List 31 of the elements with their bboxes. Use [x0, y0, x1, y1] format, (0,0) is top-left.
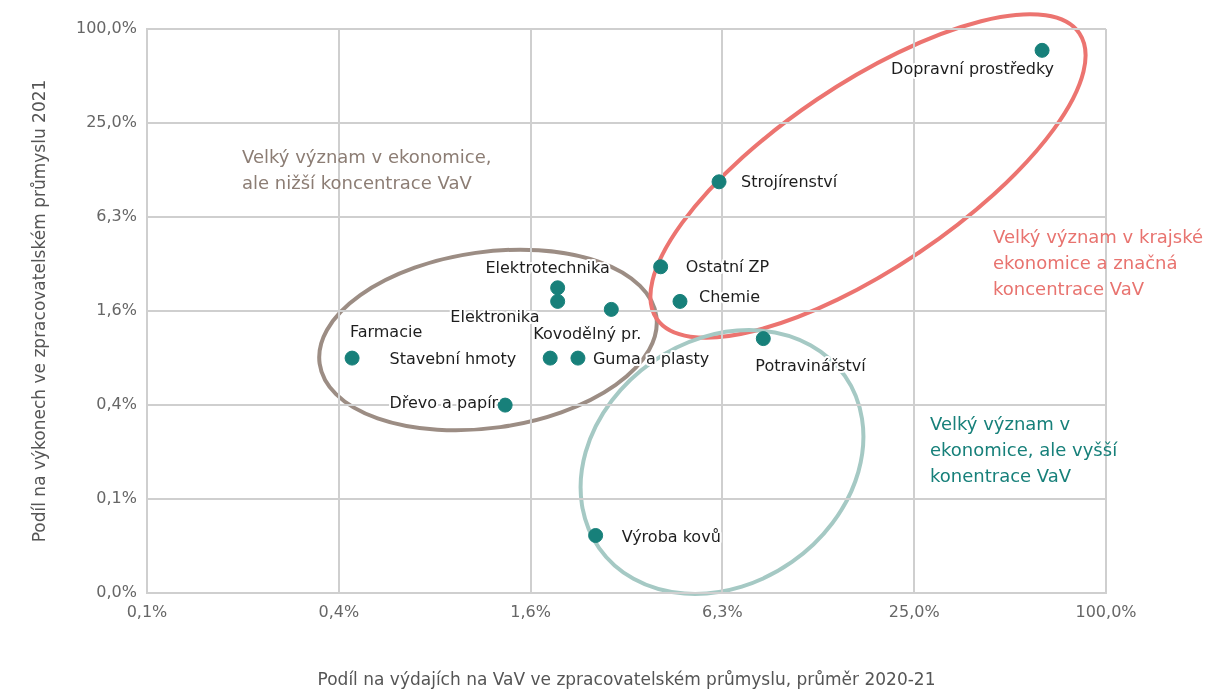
y-axis-title: Podíl na výkonech ve zpracovatelském průmyslu 2021 — [28, 79, 49, 543]
series-label: Farmacie — [349, 322, 423, 342]
x-tick-label: 100,0% — [1075, 601, 1137, 621]
series-label: Stavební hmoty — [389, 349, 517, 369]
series-label: Strojírenství — [741, 171, 838, 191]
series-label: Dřevo a papír — [389, 393, 499, 413]
series-label: Elektronika — [450, 306, 540, 326]
y-tick-label: 6,3% — [96, 206, 137, 226]
series-label: Chemie — [698, 286, 761, 306]
y-tick-label: 0,0% — [96, 582, 137, 602]
x-tick-label: 1,6% — [510, 601, 551, 621]
series-label: Výroba kovů — [621, 526, 721, 546]
y-tick-label: 100,0% — [75, 18, 137, 38]
x-tick-label: 0,1% — [126, 601, 168, 621]
series-label: Ostatní ZP — [685, 256, 770, 276]
series-label: Dopravní prostředky — [891, 59, 1055, 79]
y-tick-label: 0,4% — [96, 394, 137, 414]
series-label: Kovodělný pr. — [533, 323, 642, 343]
x-axis-title: Podíl na výdajích na VaV ve zpracovatelském průmyslu, průměr 2020-21 — [317, 669, 936, 690]
annotation: Velký význam v ekonomice, ale vyšší konentrace VaV — [930, 412, 1119, 486]
series-label: Potravinářství — [755, 355, 867, 375]
y-tick-label: 1,6% — [96, 300, 137, 320]
y-tick-label: 25,0% — [86, 112, 137, 132]
series-label: Elektrotechnika — [485, 257, 610, 277]
x-tick-label: 0,4% — [318, 601, 360, 621]
x-tick-label: 25,0% — [888, 601, 940, 621]
series-label: Guma a plasty — [592, 349, 710, 369]
annotation: Velký význam v krajské ekonomice a značná koncentrace VaV — [993, 225, 1204, 299]
annotation: Velký význam v ekonomice, ale nižší koncentrace VaV — [242, 145, 492, 193]
x-tick-label: 6,3% — [702, 601, 743, 621]
y-tick-label: 0,1% — [96, 488, 137, 508]
